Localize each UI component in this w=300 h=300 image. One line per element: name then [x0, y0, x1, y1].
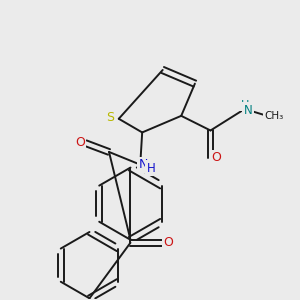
- Text: N: N: [139, 158, 148, 171]
- Text: O: O: [211, 151, 221, 164]
- Text: N: N: [244, 104, 253, 117]
- Text: H: H: [147, 162, 156, 175]
- Text: O: O: [164, 236, 173, 249]
- Text: H: H: [241, 100, 249, 110]
- Text: S: S: [106, 111, 115, 124]
- Text: CH₃: CH₃: [265, 111, 284, 121]
- Text: O: O: [75, 136, 85, 149]
